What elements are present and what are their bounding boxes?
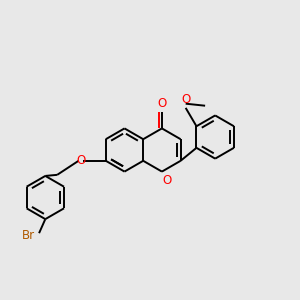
Text: O: O [76, 154, 86, 167]
Text: Br: Br [22, 229, 35, 242]
Text: O: O [157, 98, 167, 110]
Text: O: O [181, 93, 190, 106]
Text: O: O [163, 174, 172, 187]
